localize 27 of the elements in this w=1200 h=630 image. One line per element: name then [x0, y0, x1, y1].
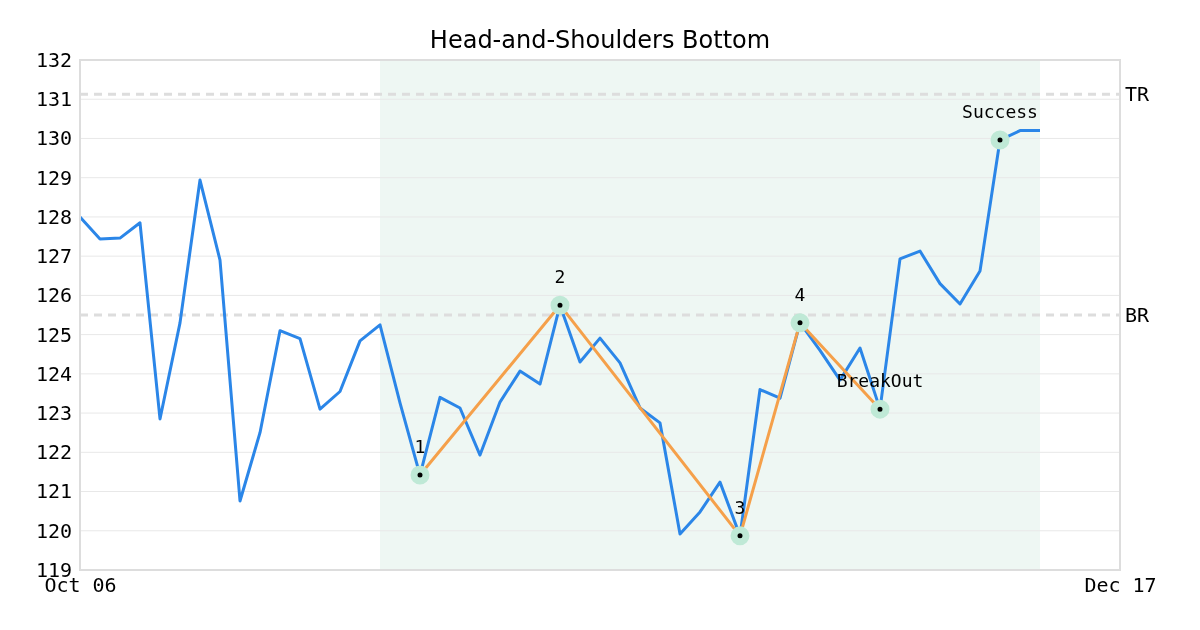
y-tick-label: 130 — [35, 126, 72, 151]
point — [730, 526, 750, 546]
y-tick-label: 121 — [35, 479, 72, 504]
y-tick-label: 129 — [35, 165, 72, 190]
y-tick-label: 125 — [35, 322, 72, 347]
y-tick-label: 132 — [35, 47, 72, 72]
annotation: 4 — [794, 283, 806, 305]
y-tick-label: 124 — [35, 361, 72, 386]
point — [550, 295, 570, 315]
annotation: 1 — [414, 436, 426, 458]
y-tick-label: 128 — [35, 204, 72, 229]
y-tick-label: 120 — [35, 518, 72, 543]
y-tick-label: 126 — [35, 283, 72, 308]
ref-line-label: TR — [1125, 82, 1151, 107]
ref-line-label: BR — [1125, 303, 1151, 327]
y-tick-label: 131 — [35, 87, 72, 112]
y-tick-label: 127 — [35, 244, 72, 269]
x-tick-label: Dec 17 — [1084, 573, 1157, 598]
annotation: 2 — [554, 266, 566, 288]
point — [410, 465, 430, 485]
annotation: Success — [962, 101, 1038, 123]
y-tick-label: 123 — [35, 400, 72, 425]
y-tick-label: 122 — [35, 440, 72, 465]
point — [990, 130, 1010, 150]
point — [870, 399, 890, 419]
point — [790, 313, 810, 333]
chart-title: Head-and-Shoulders Bottom — [429, 26, 771, 54]
